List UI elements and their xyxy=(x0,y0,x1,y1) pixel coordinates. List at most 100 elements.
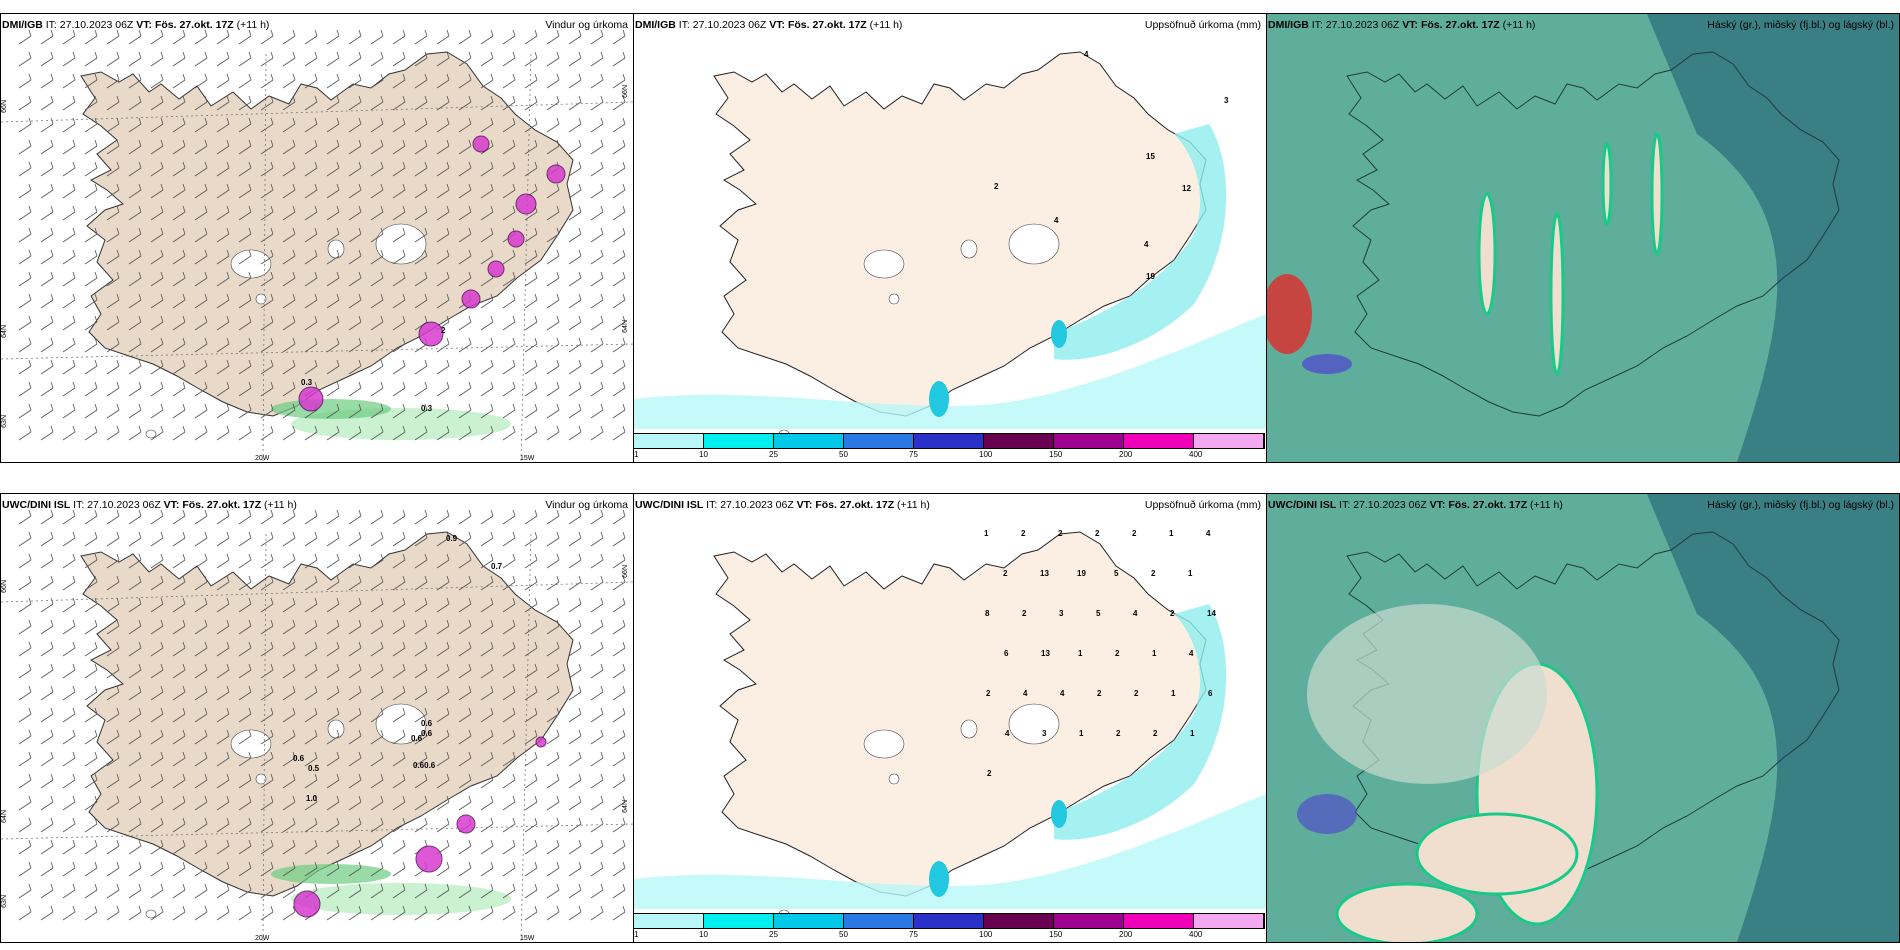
wind-barb xyxy=(502,73,516,89)
wind-barb xyxy=(238,359,252,375)
wind-barb xyxy=(524,839,538,855)
wind-barb xyxy=(18,531,32,547)
legend-swatch xyxy=(1124,914,1194,928)
wind-barb xyxy=(612,183,626,199)
wind-barb xyxy=(370,51,384,67)
iceland-land xyxy=(713,531,1207,897)
heavy-precip-blob xyxy=(507,230,525,248)
wind-barb xyxy=(40,249,54,265)
precip-band xyxy=(271,399,391,419)
wind-barb xyxy=(84,139,98,155)
wind-barb xyxy=(612,795,626,811)
wind-barb xyxy=(84,685,98,701)
wind-barb xyxy=(216,795,230,811)
wind-barb xyxy=(546,641,560,657)
wind-barb xyxy=(282,161,296,177)
precip-number-label: 14 xyxy=(1207,609,1216,618)
wind-barb xyxy=(172,139,186,155)
wind-barb xyxy=(128,227,142,243)
wind-barb xyxy=(326,51,340,67)
wind-barb xyxy=(84,95,98,111)
wind-barb xyxy=(612,663,626,679)
precip-number-label: 1 xyxy=(1078,649,1083,658)
precip-number-label: 2 xyxy=(1021,529,1026,538)
wind-barb xyxy=(524,403,538,419)
wind-barb xyxy=(40,271,54,287)
wind-barb xyxy=(172,663,186,679)
wind-barb xyxy=(150,249,164,265)
wind-barb xyxy=(568,205,582,221)
wind-barb xyxy=(304,575,318,591)
wind-barb xyxy=(260,751,274,767)
wind-barb xyxy=(502,337,516,353)
wind-barb xyxy=(370,315,384,331)
wind-barb xyxy=(150,751,164,767)
precip-number-label: 1 xyxy=(1152,649,1157,658)
wind-barb xyxy=(590,227,604,243)
wind-barb xyxy=(392,795,406,811)
wind-barb xyxy=(436,95,450,111)
wind-barb xyxy=(436,751,450,767)
wind-barb xyxy=(172,117,186,133)
wind-barb xyxy=(106,183,120,199)
legend-tick-label: 25 xyxy=(769,930,778,939)
wind-barb xyxy=(194,139,208,155)
wind-barb xyxy=(546,707,560,723)
precip-band xyxy=(291,883,511,915)
wind-barb xyxy=(348,553,362,569)
wind-barb xyxy=(150,293,164,309)
legend-swatch xyxy=(984,434,1054,448)
wind-barb xyxy=(480,161,494,177)
wind-barb xyxy=(40,73,54,89)
wind-barb xyxy=(216,29,230,45)
wind-barb xyxy=(436,531,450,547)
wind-barb xyxy=(172,359,186,375)
wind-barb xyxy=(260,315,274,331)
precip-legend-ticks: 1 10 25 50 75 100 150 200 400 xyxy=(633,450,1263,460)
wind-barb xyxy=(40,425,54,441)
wind-barb xyxy=(238,73,252,89)
wind-barb xyxy=(282,293,296,309)
wind-barb xyxy=(612,575,626,591)
wind-barb xyxy=(150,729,164,745)
wind-barb xyxy=(216,729,230,745)
wind-barb xyxy=(348,883,362,899)
wind-barb xyxy=(480,531,494,547)
wind-barb xyxy=(282,751,296,767)
wind-barb xyxy=(18,73,32,89)
wind-barb xyxy=(326,883,340,899)
wind-barb xyxy=(172,205,186,221)
wind-barb xyxy=(106,381,120,397)
init-time: 27.10.2023 06Z xyxy=(1353,499,1427,511)
wind-barb xyxy=(546,773,560,789)
wind-barb xyxy=(282,51,296,67)
wind-barb xyxy=(62,161,76,177)
vt-label: VT: xyxy=(796,499,813,511)
precip-number-label: 19 xyxy=(1077,569,1086,578)
wind-barb xyxy=(128,729,142,745)
wind-barb xyxy=(480,575,494,591)
wind-barb xyxy=(194,641,208,657)
wind-barb xyxy=(392,597,406,613)
wind-barb xyxy=(436,293,450,309)
wind-barb xyxy=(128,553,142,569)
lon-label: 15W xyxy=(520,935,535,942)
wind-barb xyxy=(590,315,604,331)
wind-barb xyxy=(18,29,32,45)
wind-barb xyxy=(524,663,538,679)
glacier-patch xyxy=(375,223,427,265)
wind-barb xyxy=(436,271,450,287)
wind-barb xyxy=(568,73,582,89)
wind-barb xyxy=(502,249,516,265)
precip-amount-label: 0.60.6 xyxy=(413,761,436,770)
wind-barb xyxy=(524,139,538,155)
legend-swatch xyxy=(704,434,774,448)
wind-barb xyxy=(414,117,428,133)
wind-barb xyxy=(216,271,230,287)
panel-clouds-dmi xyxy=(1266,13,1900,463)
wind-barb xyxy=(480,905,494,921)
wind-barb xyxy=(436,575,450,591)
wind-barb xyxy=(502,905,516,921)
legend-tick-label: 10 xyxy=(699,930,708,939)
wind-barb xyxy=(568,883,582,899)
